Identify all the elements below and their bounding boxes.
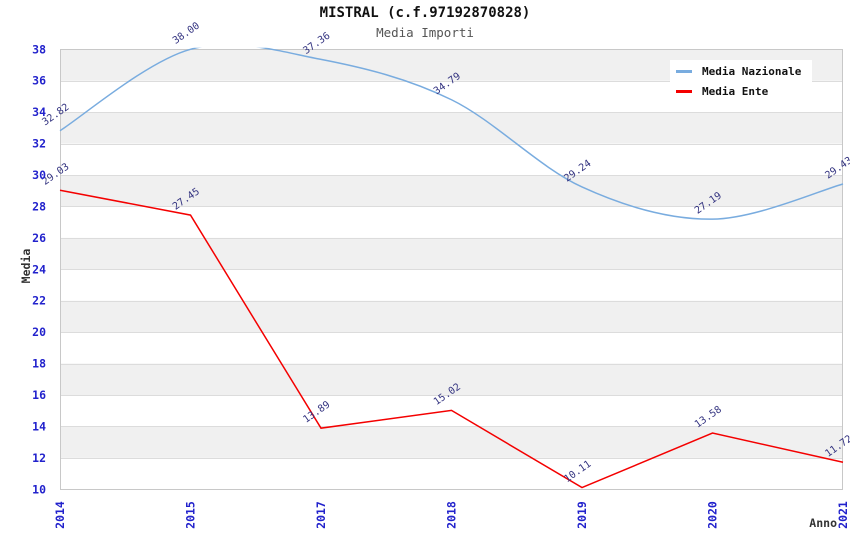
y-tick-label: 24 (32, 262, 46, 276)
legend-label: Media Nazionale (702, 65, 802, 78)
x-tick-label: 2014 (53, 501, 67, 529)
x-tick-label: 2018 (445, 501, 459, 529)
chart-title: MISTRAL (c.f.97192870828) (319, 5, 531, 21)
legend-swatch-media-ente-icon (676, 90, 692, 93)
y-tick-label: 16 (32, 388, 46, 402)
legend-item-media-nazionale: Media Nazionale (676, 65, 812, 78)
value-label: 10.11 (562, 459, 593, 485)
y-tick-label: 22 (32, 294, 46, 308)
y-tick-label: 34 (32, 105, 46, 119)
background-band (60, 175, 843, 207)
chart-subtitle: Media Importi (376, 25, 474, 40)
legend-label: Media Ente (702, 85, 769, 98)
x-tick-label: 2017 (314, 501, 328, 529)
legend: Media Nazionale Media Ente (670, 60, 812, 102)
legend-item-media-ente: Media Ente (676, 85, 812, 98)
background-band (60, 237, 843, 270)
y-tick-label: 12 (32, 451, 46, 465)
series-line-media-nazionale (59, 47, 844, 220)
y-tick-label: 10 (32, 482, 46, 496)
y-tick-label: 28 (32, 199, 46, 213)
y-tick-label: 36 (32, 74, 46, 88)
background-band (60, 426, 843, 458)
x-tick-label: 2021 (836, 501, 850, 529)
y-tick-label: 30 (32, 168, 46, 182)
x-tick-label: 2020 (706, 501, 720, 529)
y-tick-label: 14 (32, 419, 46, 433)
background-band (60, 112, 843, 144)
series-line-media-ente (59, 189, 844, 489)
x-tick-label: 2015 (184, 501, 198, 529)
y-tick-label: 18 (32, 357, 46, 371)
background-band (60, 363, 843, 396)
y-tick-label: 20 (32, 325, 46, 339)
y-tick-label: 38 (32, 42, 46, 56)
y-tick-label: 32 (32, 137, 46, 151)
background-band (60, 300, 843, 333)
legend-swatch-media-nazionale-icon (676, 70, 692, 73)
y-tick-label: 26 (32, 231, 46, 245)
plot-border (60, 49, 843, 490)
y-axis-title: Media (19, 248, 33, 284)
x-tick-label: 2019 (575, 501, 589, 529)
x-axis-title: Anno (809, 516, 837, 530)
